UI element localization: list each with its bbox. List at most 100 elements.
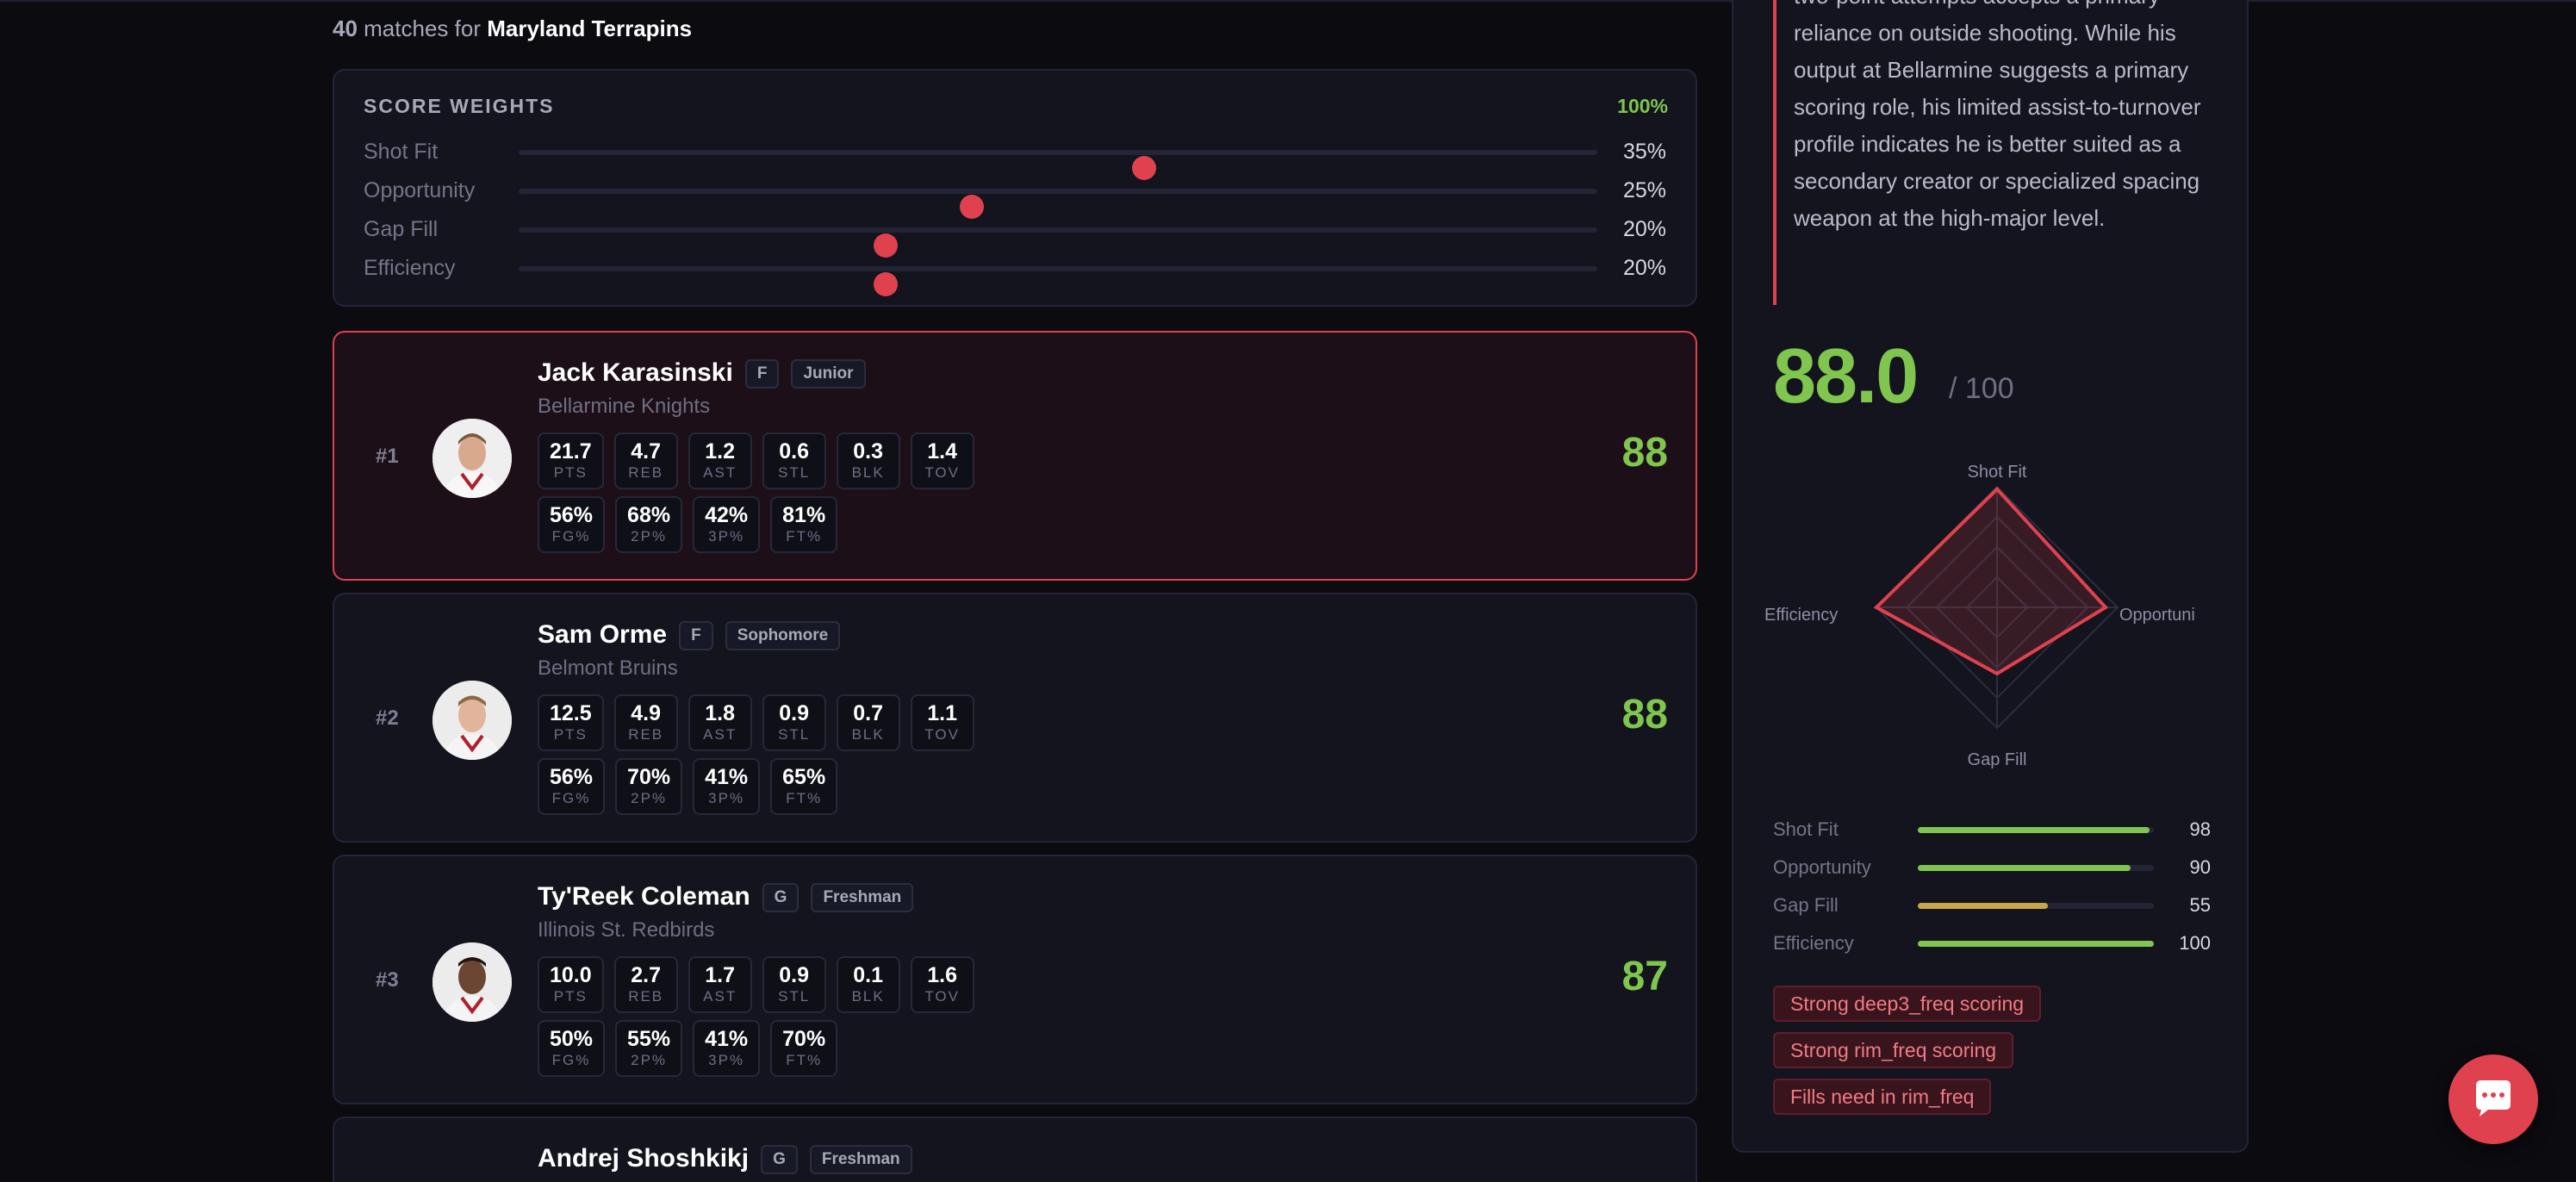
metric-value: 55 <box>2189 894 2211 916</box>
metric-label: Gap Fill <box>1773 894 1839 916</box>
weight-slider-thumb[interactable] <box>873 272 898 296</box>
weight-row-shot-fit: Shot Fit 35% <box>364 134 1666 180</box>
insight-tag: Strong rim_freq scoring <box>1773 1032 2014 1068</box>
pct-row: 56% FG% 68% 2P% 42% 3P% 81% FT% <box>538 496 838 553</box>
match-count: 40 <box>333 16 358 41</box>
stat-key: FT% <box>786 790 823 806</box>
stat-stl: 0.6 STL <box>762 432 826 489</box>
weight-slider-track[interactable] <box>519 150 1597 180</box>
stat-stl: 0.9 STL <box>762 694 826 751</box>
weight-label: Efficiency <box>364 256 456 280</box>
stat-ast: 1.7 AST <box>688 956 752 1013</box>
stat-value: 41% <box>705 765 749 789</box>
stat-blk: 0.1 BLK <box>836 956 900 1013</box>
player-score: 88 <box>1621 692 1668 737</box>
stat-3p-pct: 42% 3P% <box>693 496 761 553</box>
stat-ft-pct: 65% FT% <box>770 758 838 815</box>
stat-value: 1.6 <box>927 963 958 987</box>
stat-key: 3P% <box>708 528 745 544</box>
stat-value: 10.0 <box>550 963 592 987</box>
weight-slider-thumb[interactable] <box>873 233 898 258</box>
stat-fg-pct: 56% FG% <box>538 758 606 815</box>
radar-label-right: Opportuni <box>2119 606 2195 625</box>
player-rank: #2 <box>376 706 399 730</box>
stat-blk: 0.3 BLK <box>836 432 900 489</box>
score-weights-total: 100% <box>1617 95 1668 117</box>
target-team: Maryland Terrapins <box>487 16 693 41</box>
chat-button[interactable] <box>2448 1054 2538 1144</box>
stat-value: 0.1 <box>853 963 884 987</box>
player-name-row: Andrej Shoshkikj G Freshman <box>538 1144 912 1175</box>
metric-bar-track <box>1918 827 2154 833</box>
stat-row: 10.0 PTS 2.7 REB 1.7 AST 0.9 STL 0.1 BLK 1.6 T… <box>538 956 974 1013</box>
metric-value: 100 <box>2179 932 2211 954</box>
stat-blk: 0.7 BLK <box>836 694 900 751</box>
player-name-row: Jack Karasinski F Junior <box>538 358 866 389</box>
stat-key: BLK <box>851 726 885 743</box>
stat-tov: 1.6 TOV <box>910 956 974 1013</box>
metric-row-opportunity: Opportunity 90 <box>1773 855 2211 880</box>
stat-key: PTS <box>553 464 588 481</box>
stat-key: STL <box>778 988 811 1005</box>
class-badge: Freshman <box>809 1145 912 1175</box>
stat-2p-pct: 55% 2P% <box>615 1020 683 1077</box>
metric-row-efficiency: Efficiency 100 <box>1773 930 2211 956</box>
match-count-header: 40 matches for Maryland Terrapins <box>333 16 692 42</box>
radar-grid <box>1875 485 2119 730</box>
stat-value: 50% <box>550 1027 594 1051</box>
stat-value: 42% <box>705 503 749 527</box>
metric-bar-track <box>1918 865 2154 871</box>
stat-key: STL <box>778 726 811 743</box>
weight-label: Gap Fill <box>364 217 439 241</box>
stat-value: 0.9 <box>779 963 810 987</box>
stat-row: 12.5 PTS 4.9 REB 1.8 AST 0.9 STL 0.7 BLK 1.1 T… <box>538 694 974 751</box>
stat-key: 2P% <box>631 790 668 806</box>
stat-2p-pct: 70% 2P% <box>615 758 683 815</box>
player-rank: #3 <box>376 968 399 992</box>
weight-slider-track[interactable] <box>519 266 1597 296</box>
weight-slider-thumb[interactable] <box>959 195 984 219</box>
fit-radar-chart: Shot Fit Opportuni Gap Fill Efficiency <box>1764 463 2195 769</box>
stat-row: 21.7 PTS 4.7 REB 1.2 AST 0.6 STL 0.3 BLK 1.4 T… <box>538 432 974 489</box>
position-badge: G <box>762 883 800 913</box>
stat-value: 68% <box>627 503 671 527</box>
stat-pts: 21.7 PTS <box>538 432 604 489</box>
analysis-text: two-point attempts accepts a primary rel… <box>1794 0 2201 231</box>
stat-value: 81% <box>782 503 826 527</box>
analysis-quote: two-point attempts accepts a primary rel… <box>1773 0 2221 305</box>
class-badge: Sophomore <box>725 621 841 651</box>
player-card-1[interactable]: #1 Jack Karasinski F Junior Bellarmine Kni… <box>333 331 1697 581</box>
player-score: 87 <box>1621 954 1668 999</box>
stat-key: AST <box>703 988 737 1005</box>
radar-label-bottom: Gap Fill <box>1968 750 2027 769</box>
metric-label: Opportunity <box>1773 856 1871 878</box>
stat-ft-pct: 81% FT% <box>770 496 838 553</box>
stat-reb: 2.7 REB <box>613 956 678 1013</box>
insight-tag: Fills need in rim_freq <box>1773 1079 1992 1115</box>
weight-row-opportunity: Opportunity 25% <box>364 173 1666 219</box>
stat-key: BLK <box>851 464 885 481</box>
stat-3p-pct: 41% 3P% <box>693 1020 761 1077</box>
weight-slider-thumb[interactable] <box>1132 156 1157 180</box>
stat-key: TOV <box>924 464 960 481</box>
stat-stl: 0.9 STL <box>762 956 826 1013</box>
player-card-2[interactable]: #2 Sam Orme F Sophomore Belmont Bruins 12.… <box>333 593 1697 843</box>
stat-value: 21.7 <box>550 439 592 463</box>
pct-row: 56% FG% 70% 2P% 41% 3P% 65% FT% <box>538 758 838 815</box>
stat-value: 1.1 <box>927 701 958 725</box>
player-name: Ty'Reek Coleman <box>538 882 750 911</box>
stat-key: REB <box>628 464 664 481</box>
chat-bubble-icon <box>2476 1080 2511 1117</box>
weight-slider-track[interactable] <box>519 189 1597 219</box>
player-card-3[interactable]: #3 Ty'Reek Coleman G Freshman Illinois St.… <box>333 855 1697 1104</box>
stat-key: FG% <box>551 790 591 806</box>
stat-value: 0.7 <box>853 701 884 725</box>
score-weights-panel: SCORE WEIGHTS 100% Shot Fit 35% Opportun… <box>333 69 1697 307</box>
metric-bar-fill <box>1918 865 2131 871</box>
pct-row: 50% FG% 55% 2P% 41% 3P% 70% FT% <box>538 1020 838 1077</box>
player-card-4[interactable]: Andrej Shoshkikj G Freshman <box>333 1117 1697 1182</box>
weight-label: Opportunity <box>364 178 476 202</box>
stat-ast: 1.2 AST <box>688 432 752 489</box>
weight-slider-track[interactable] <box>519 227 1597 258</box>
stat-2p-pct: 68% 2P% <box>615 496 683 553</box>
